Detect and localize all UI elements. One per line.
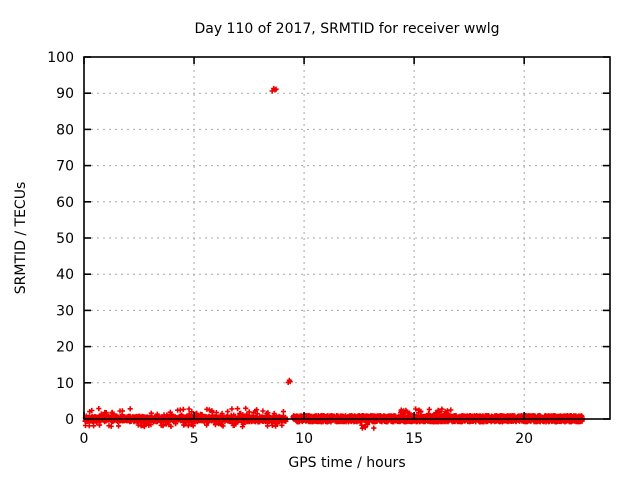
x-tick-label: 0 bbox=[80, 431, 89, 447]
chart-title: Day 110 of 2017, SRMTID for receiver wwl… bbox=[194, 21, 499, 37]
x-tick-label: 5 bbox=[190, 431, 199, 447]
gridlines bbox=[85, 58, 609, 418]
outlier-points bbox=[269, 85, 293, 385]
axis-ticks bbox=[83, 56, 610, 420]
y-axis-label: SRMTID / TECUs bbox=[13, 182, 29, 295]
x-tick-label: 10 bbox=[295, 431, 313, 447]
plot-border-rect bbox=[83, 56, 611, 420]
y-tick-label: 100 bbox=[47, 50, 74, 66]
srmtid-outlier-markers bbox=[269, 85, 293, 385]
y-tick-label: 20 bbox=[56, 340, 74, 356]
y-tick-label: 0 bbox=[65, 412, 74, 428]
y-tick-label: 80 bbox=[56, 122, 74, 138]
x-tick-label: 15 bbox=[405, 431, 423, 447]
y-tick-label: 40 bbox=[56, 267, 74, 283]
x-axis-label: GPS time / hours bbox=[288, 455, 405, 471]
y-tick-label: 50 bbox=[56, 231, 74, 247]
y-tick-label: 90 bbox=[56, 86, 74, 102]
tick-labels: 0 5 10 15 20 0 10 20 30 40 50 60 70 80 90 100 bbox=[47, 50, 533, 447]
x-tick-label: 20 bbox=[515, 431, 533, 447]
y-tick-label: 10 bbox=[56, 376, 74, 392]
y-tick-label: 60 bbox=[56, 195, 74, 211]
plot-border bbox=[83, 56, 611, 420]
y-tick-label: 70 bbox=[56, 159, 74, 175]
y-tick-label: 30 bbox=[56, 303, 74, 319]
